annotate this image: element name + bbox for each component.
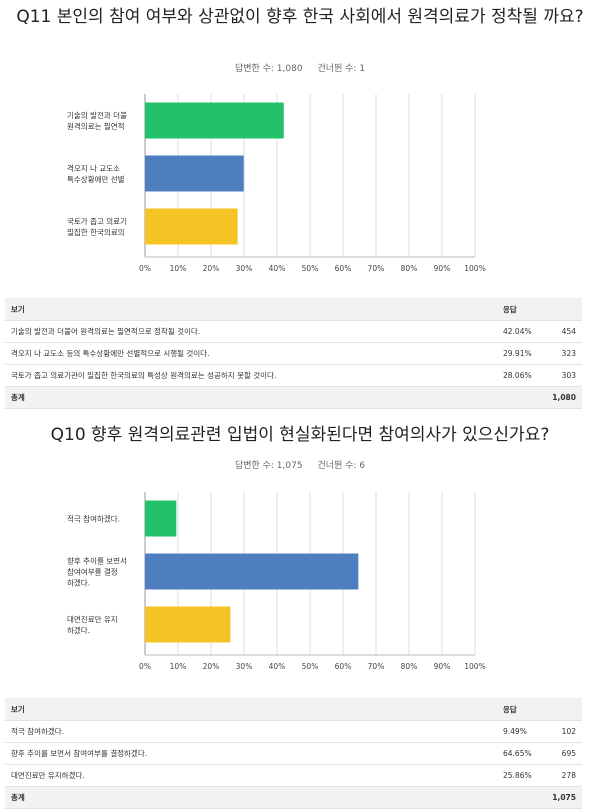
table-total-row: 총계 1,080	[5, 386, 582, 409]
q10-bar	[145, 553, 359, 590]
x-tick-label: 50%	[302, 662, 319, 671]
count-cell: 323	[542, 342, 582, 365]
q11-bar	[145, 155, 244, 192]
q10-bar-chart: 0% 10% 20% 30% 40% 50% 60% 70% 80% 90% 100% 적극 참여하겠…	[67, 492, 486, 671]
q11-stats: 답변한 수: 1,080 건너뛴 수: 1	[0, 61, 600, 74]
response-header: 응답	[497, 298, 582, 321]
choice-cell: 국토가 좁고 의료기관이 밀집한 한국의료의 특성상 원격의료는 성공하지 못할…	[5, 364, 497, 387]
table-total-row: 총계 1,075	[5, 786, 582, 809]
table-row: 기술의 발전과 더불어 원격의료는 필연적으로 정착될 것이다. 42.04% …	[5, 320, 582, 343]
x-tick-label: 0%	[139, 662, 151, 671]
x-tick-label: 50%	[302, 264, 319, 273]
q10-bar	[145, 500, 177, 537]
x-tick-label: 80%	[401, 264, 418, 273]
table-row: 국토가 좁고 의료기관이 밀집한 한국의료의 특성상 원격의료는 성공하지 못할…	[5, 364, 582, 387]
x-tick-label: 100%	[464, 264, 485, 273]
q10-answered-count: 답변한 수: 1,075	[234, 461, 303, 471]
q10-stats: 답변한 수: 1,075 건너뛴 수: 6	[0, 458, 600, 471]
q10-response-table: 보기 응답 적극 참여하겠다. 9.49% 102 향후 추이를 보면서 참여여…	[5, 698, 582, 809]
q11-skipped-count: 건너뛴 수: 1	[317, 64, 366, 74]
table-row: 적극 참여하겠다. 9.49% 102	[5, 720, 582, 743]
response-header: 응답	[497, 698, 582, 721]
count-cell: 278	[542, 764, 582, 787]
total-count: 1,080	[542, 386, 582, 409]
q11-response-table: 보기 응답 기술의 발전과 더불어 원격의료는 필연적으로 정착될 것이다. 4…	[5, 298, 582, 409]
y-category-label: 대면진료만 유지 하겠다.	[67, 614, 118, 635]
percent-cell: 64.65%	[497, 742, 543, 765]
percent-cell: 29.91%	[497, 342, 543, 365]
choice-cell: 기술의 발전과 더불어 원격의료는 필연적으로 정착될 것이다.	[5, 320, 497, 343]
total-label: 총계	[5, 786, 497, 809]
x-tick-label: 40%	[269, 264, 286, 273]
x-tick-label: 60%	[335, 264, 352, 273]
choice-cell: 대면진료만 유지하겠다.	[5, 764, 497, 787]
x-tick-label: 30%	[236, 662, 253, 671]
x-tick-label: 0%	[139, 264, 151, 273]
table-row: 격오지 나 교도소 등의 특수상황에만 선별적으로 시행될 것이다. 29.91…	[5, 342, 582, 365]
count-cell: 454	[542, 320, 582, 343]
percent-cell: 42.04%	[497, 320, 543, 343]
total-count: 1,075	[542, 786, 582, 809]
total-label: 총계	[5, 386, 497, 409]
table-header-row: 보기 응답	[5, 698, 582, 721]
percent-cell: 9.49%	[497, 720, 543, 743]
x-tick-label: 10%	[170, 662, 187, 671]
choice-header: 보기	[5, 698, 497, 721]
y-category-label: 향후 추이를 보면서 참여여부를 결정 하겠다.	[67, 556, 127, 588]
table-row: 대면진료만 유지하겠다. 25.86% 278	[5, 764, 582, 787]
x-tick-label: 40%	[269, 662, 286, 671]
table-row: 향후 추이를 보면서 참여여부를 결정하겠다. 64.65% 695	[5, 742, 582, 765]
percent-cell: 25.86%	[497, 764, 543, 787]
x-tick-label: 20%	[203, 662, 220, 671]
q10-title: Q10 향후 원격의료관련 입법이 현실화된다면 참여의사가 있으신가요?	[50, 425, 550, 445]
x-tick-label: 30%	[236, 264, 253, 273]
x-tick-label: 10%	[170, 264, 187, 273]
q11-bar-chart: 0% 10% 20% 30% 40% 50% 60% 70% 80% 90% 100% 기술의 발전과…	[67, 94, 486, 273]
count-cell: 102	[542, 720, 582, 743]
choice-cell: 적극 참여하겠다.	[5, 720, 497, 743]
q11-bar	[145, 102, 284, 139]
y-category-label: 국토가 좁고 의료기 밀집한 한국의료의	[67, 216, 127, 237]
x-tick-label: 70%	[368, 662, 385, 671]
percent-cell: 28.06%	[497, 364, 543, 387]
x-tick-label: 100%	[464, 662, 485, 671]
q11-answered-count: 답변한 수: 1,080	[234, 64, 303, 74]
choice-header: 보기	[5, 298, 497, 321]
x-tick-label: 70%	[368, 264, 385, 273]
choice-cell: 격오지 나 교도소 등의 특수상황에만 선별적으로 시행될 것이다.	[5, 342, 497, 365]
y-category-label: 적극 참여하겠다.	[67, 514, 120, 524]
table-header-row: 보기 응답	[5, 298, 582, 321]
x-tick-label: 80%	[401, 662, 418, 671]
y-category-label: 기술의 발전과 더불 원격의료는 필연적	[67, 110, 127, 131]
x-tick-label: 90%	[434, 264, 451, 273]
x-tick-label: 90%	[434, 662, 451, 671]
count-cell: 695	[542, 742, 582, 765]
x-tick-label: 60%	[335, 662, 352, 671]
q10-skipped-count: 건너뛴 수: 6	[317, 461, 366, 471]
choice-cell: 향후 추이를 보면서 참여여부를 결정하겠다.	[5, 742, 497, 765]
count-cell: 303	[542, 364, 582, 387]
q11-title: Q11 본인의 참여 여부와 상관없이 향후 한국 사회에서 원격의료가 정착될…	[16, 7, 584, 27]
y-category-label: 격오지 나 교도소 특수상황에만 선별	[67, 163, 125, 184]
q11-bar	[145, 208, 238, 245]
q10-bar	[145, 606, 231, 643]
x-tick-label: 20%	[203, 264, 220, 273]
